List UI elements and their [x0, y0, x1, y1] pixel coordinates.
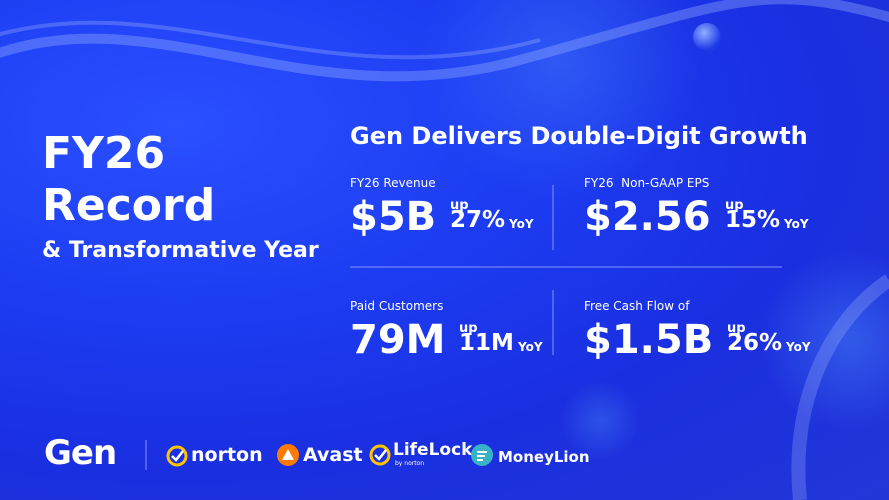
hero-title: Record — [42, 180, 216, 231]
metric-value: $1.5B — [584, 317, 714, 363]
metric-value: 79M — [350, 317, 446, 363]
brand-moneylion: MoneyLion — [498, 448, 590, 466]
brand-avast: Avast — [303, 444, 363, 466]
metric-up: up — [459, 321, 478, 336]
metric-suffix: YoY — [509, 217, 534, 231]
metric-value: $2.56 — [584, 194, 711, 240]
metric-label: FY26 Revenue — [350, 176, 436, 190]
hero-subtitle: & Transformative Year — [42, 238, 319, 263]
metric-change: 26% — [727, 330, 783, 356]
metric-label: Free Cash Flow of — [584, 299, 690, 313]
metric-change: 11M — [459, 330, 514, 356]
metric-up: up — [725, 198, 744, 213]
metric-up: up — [727, 321, 746, 336]
norton-icon — [166, 445, 188, 467]
metric-suffix: YoY — [786, 340, 811, 354]
brand-lifelock-sub: by norton — [395, 460, 425, 467]
metric-value: $5B — [350, 194, 437, 240]
metric-up: up — [450, 198, 469, 213]
headline: Gen Delivers Double-Digit Growth — [350, 122, 808, 150]
metric-suffix: YoY — [784, 217, 809, 231]
lifelock-icon — [369, 444, 391, 466]
hero-title: FY26 — [42, 128, 166, 179]
metric-label: Paid Customers — [350, 299, 444, 313]
metric-suffix: YoY — [518, 340, 543, 354]
avast-icon — [277, 444, 299, 466]
moneylion-icon — [471, 444, 493, 466]
brand-norton: norton — [191, 444, 263, 466]
metric-change: 27% — [450, 207, 506, 233]
brand-gen: Gen — [44, 433, 117, 473]
metric-change: 15% — [725, 207, 781, 233]
brand-lifelock: LifeLock — [393, 440, 473, 460]
metric-label: FY26 Non-GAAP EPS — [584, 176, 710, 190]
